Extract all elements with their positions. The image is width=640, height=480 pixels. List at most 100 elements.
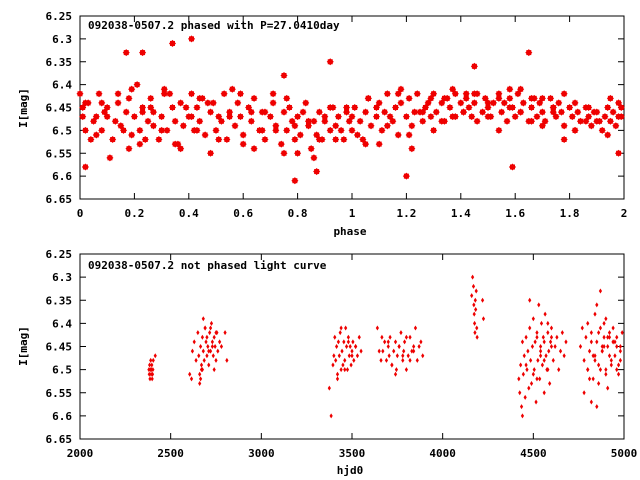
not-phased-data-point [582,357,586,363]
not-phased-data-point [578,344,583,349]
not-phased-data-point [595,404,599,410]
phased-data-point [517,85,525,93]
not-phased-data-point [606,344,610,349]
not-phased-data-point [206,344,210,349]
phased-data-point [114,99,122,107]
phased-data-point [128,85,136,93]
not-phased-data-point [543,311,547,317]
not-phased-data-point [615,344,619,349]
phased-data-point [187,90,196,98]
not-phased-data-point [214,330,218,336]
phased-data-point [207,108,215,116]
not-phased-x-ticks: 2000 2500 3000 3500 4000 4500 5000 [67,254,637,460]
phased-data-point [106,154,114,162]
phased-data-point [158,126,166,134]
phased-x-tick-label: 1 [349,207,356,220]
not-phased-data-point [354,344,358,349]
phased-y-tick-label: 6.35 [46,56,73,69]
phased-data-point [343,103,351,112]
not-phased-x-tick-label: 2000 [67,447,94,460]
phased-data-point [351,103,359,112]
phased-data-point [421,103,429,112]
phased-data-point [207,149,215,157]
not-phased-data-point [607,334,612,340]
phased-data-point [576,117,585,125]
not-phased-data-point [350,353,354,359]
phased-data-point [489,99,497,107]
phased-data-point [378,126,386,134]
phased-data-point [557,108,565,116]
phased-data-point [168,39,177,47]
phased-data-point [615,149,623,157]
not-phased-data-point [384,357,389,363]
phased-data-point [250,145,258,153]
not-phased-data-point [214,357,218,363]
phased-data-point [405,94,413,102]
not-phased-data-point [470,274,475,280]
phased-data-point [519,99,527,107]
phased-x-tick-label: 0.2 [124,207,144,220]
phased-data-point [288,117,296,125]
not-phased-data-point [203,325,207,331]
not-phased-data-point [600,344,604,349]
not-phased-data-point [602,320,606,326]
not-phased-data-point [527,385,531,391]
not-phased-data-point [149,357,153,363]
not-phased-data-point [475,334,479,340]
not-phased-data-point [345,367,350,373]
phased-data-point [609,108,617,116]
not-phased-data-point [189,376,194,382]
not-phased-data-point [523,394,527,400]
phased-data-point [103,113,111,121]
phased-data-point [247,117,255,125]
not-phased-data-point [210,344,214,349]
not-phased-data-point [616,371,621,377]
phased-data-point [362,140,370,148]
phased-x-tick-label: 0 [77,207,84,220]
phased-data-point [155,135,163,144]
not-phased-data-point [618,357,622,363]
not-phased-x-axis-label: hjd0 [337,464,364,477]
not-phased-data-point [198,376,203,382]
not-phased-data-point [546,367,550,373]
phased-data-point [560,122,568,130]
not-phased-data-point [336,339,340,345]
not-phased-data-point [472,320,477,326]
phased-data-point [394,90,402,98]
phased-data-point [100,108,109,116]
not-phased-data-point [597,330,601,336]
not-phased-data-point [582,390,586,396]
phased-data-point [536,99,544,107]
not-phased-data-point [207,348,211,354]
not-phased-data-point [474,288,478,294]
not-phased-data-point [586,320,590,326]
phased-data-point [280,71,288,80]
not-phased-data-point [520,413,525,419]
phased-data-point [552,113,560,121]
not-phased-data-point [587,348,592,354]
not-phased-data-point [587,376,592,382]
phased-data-point [427,94,435,102]
phased-x-tick-label: 0.6 [233,207,253,220]
phased-data-point [362,108,370,116]
phased-data-point [549,103,557,112]
not-phased-data-point [473,330,477,336]
phased-data-point [291,135,299,144]
phased-data-point [375,99,383,107]
not-phased-data-point [618,348,622,354]
phased-data-point [413,90,421,98]
not-phased-data-point [188,371,192,377]
phased-x-ticks: 0 0.2 0.4 0.6 0.8 1 1.2 1.4 1.6 1.8 2 [77,16,627,220]
not-phased-data-point [615,367,619,373]
not-phased-data-point [406,353,410,359]
phased-data-point [451,113,459,121]
not-phased-data-point [404,367,408,373]
phased-data-point [168,103,177,112]
not-phased-data-point [352,357,356,363]
not-phased-data-point [475,325,479,331]
phased-data-point [402,172,410,180]
phased-x-axis-label: phase [333,225,366,238]
phased-data-point [296,131,304,139]
phased-data-point [294,113,302,121]
not-phased-data-point [417,344,421,349]
